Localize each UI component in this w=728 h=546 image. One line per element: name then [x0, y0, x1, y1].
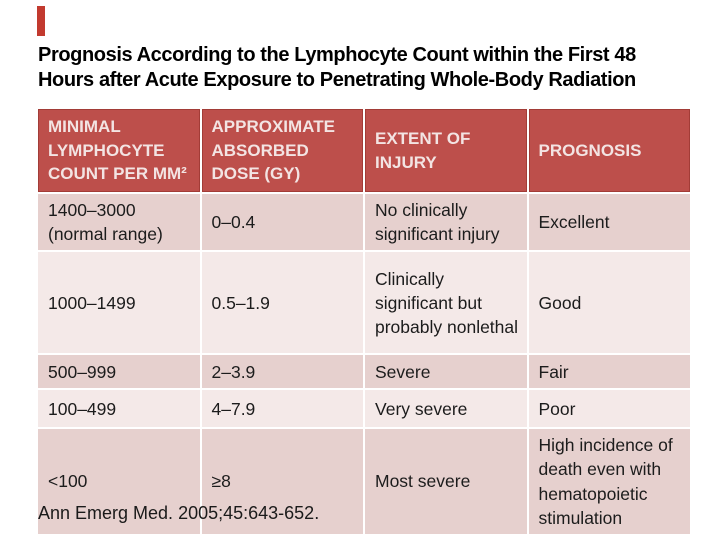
prognosis-table: MINIMAL LYMPHOCYTE COUNT PER MM² APPROXI…	[36, 107, 692, 536]
table-cell: Most severe	[363, 427, 529, 536]
table-cell: 4–7.9	[199, 388, 365, 430]
table-cell: Poor	[526, 388, 692, 430]
table-header-row: MINIMAL LYMPHOCYTE COUNT PER MM² APPROXI…	[36, 107, 692, 194]
table-row: 500–999 2–3.9 Severe Fair	[36, 353, 692, 391]
table-cell: 100–499	[36, 388, 202, 430]
table-row: <100 ≥8 Most severe High incidence of de…	[36, 427, 692, 536]
column-header-lymphocyte-count: MINIMAL LYMPHOCYTE COUNT PER MM²	[36, 107, 202, 194]
column-header-absorbed-dose: APPROXIMATE ABSORBED DOSE (GY)	[199, 107, 365, 194]
title-line-2: Hours after Acute Exposure to Penetratin…	[38, 68, 636, 91]
accent-bar	[37, 6, 45, 36]
table-cell: Good	[526, 250, 692, 356]
table-row: 1400–3000 (normal range) 0–0.4 No clinic…	[36, 191, 692, 253]
table-cell: No clinically significant injury	[363, 191, 529, 253]
table-cell: 500–999	[36, 353, 202, 391]
column-header-prognosis: PROGNOSIS	[526, 107, 692, 194]
slide-title: Prognosis According to the Lymphocyte Co…	[38, 43, 710, 92]
table-cell: ≥8	[199, 427, 365, 536]
table-cell: Fair	[526, 353, 692, 391]
table-cell: 1400–3000 (normal range)	[36, 191, 202, 253]
table-cell: <100	[36, 427, 202, 536]
title-line-1: Prognosis According to the Lymphocyte Co…	[38, 44, 636, 66]
table-cell: 0.5–1.9	[199, 250, 365, 356]
table-cell: Very severe	[363, 388, 529, 430]
table-row: 100–499 4–7.9 Very severe Poor	[36, 388, 692, 430]
table-cell: Severe	[363, 353, 529, 391]
table-cell: 1000–1499	[36, 250, 202, 356]
table-cell: 2–3.9	[199, 353, 365, 391]
table-row: 1000–1499 0.5–1.9 Clinically significant…	[36, 250, 692, 356]
table-cell: High incidence of death even with hemato…	[526, 427, 692, 536]
citation-text: Ann Emerg Med. 2005;45:643-652.	[38, 503, 320, 523]
table-cell: Excellent	[526, 191, 692, 253]
table-cell: Clinically significant but probably nonl…	[363, 250, 529, 356]
table-cell: 0–0.4	[199, 191, 365, 253]
column-header-extent-of-injury: EXTENT OF INJURY	[363, 107, 529, 194]
